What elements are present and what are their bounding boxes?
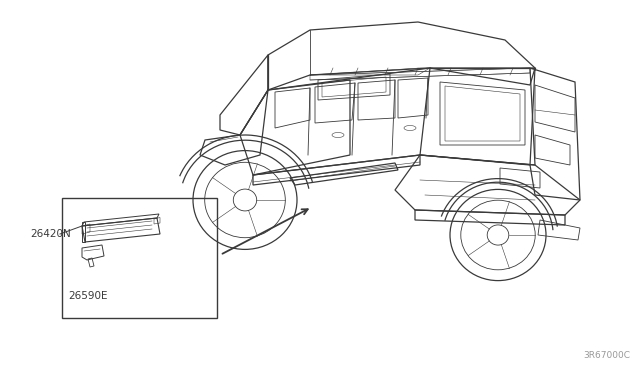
Text: 26590E: 26590E [68, 291, 108, 301]
Text: 3R67000C: 3R67000C [583, 351, 630, 360]
Bar [62, 198, 217, 318]
Text: 26420N: 26420N [30, 229, 71, 239]
